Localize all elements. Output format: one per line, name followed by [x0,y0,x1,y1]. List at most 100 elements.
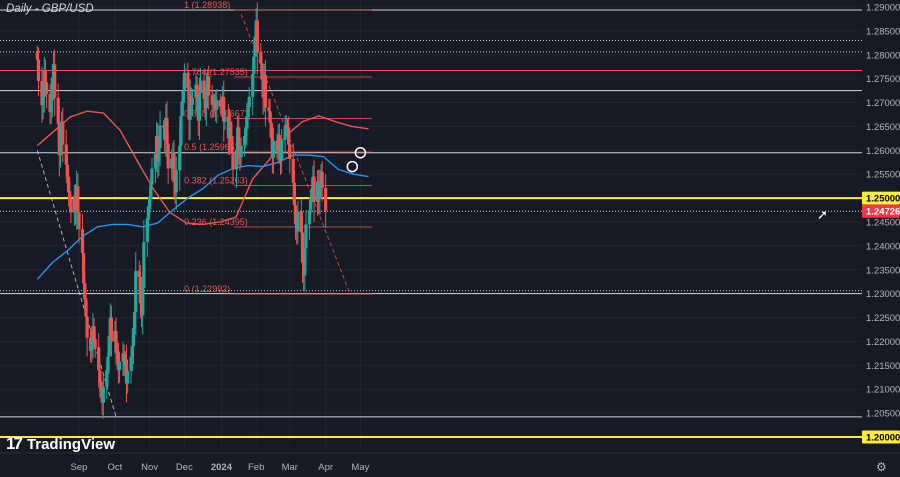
candle-body [255,20,259,52]
candle-body [80,229,85,254]
circle-marker[interactable] [346,160,359,173]
time-axis-label: May [351,462,369,473]
candle-body [277,135,281,150]
price-axis-label: 1.22000 [866,337,900,348]
candle-body [65,164,70,177]
candle-body [181,91,185,102]
candle-body [263,74,268,108]
candle-body [202,80,206,99]
candle-body [50,77,54,101]
candle-body [283,126,287,140]
candle-body [98,370,102,383]
candle-body [252,56,256,74]
time-axis-label: Sep [71,462,88,473]
candle-body [40,81,44,105]
tradingview-logo: 17 TradingView [6,434,115,454]
price-tag: 1.24726 [866,207,900,218]
candle-body [49,100,53,113]
candle-body [231,152,235,170]
candle-body [117,361,122,371]
time-axis-label: Feb [248,462,264,473]
candle-body [134,270,138,312]
candle-body [179,115,183,146]
candle-body [195,84,199,100]
time-axis[interactable]: Sep Oct Nov Dec 2024 Feb Mar Apr May [0,452,900,473]
candle-body [234,149,239,170]
candle-body [246,107,250,116]
candle-body [307,210,312,225]
gear-icon[interactable]: ⚙ [876,460,887,474]
candle-body [83,283,87,299]
candle-body [148,199,152,207]
candle-body [35,52,39,60]
price-tag-background [862,430,900,444]
trendline[interactable] [36,150,117,418]
price-axis-label: 1.24000 [866,241,900,252]
candle-body [310,188,314,201]
price-tag: 1.25000 [866,194,900,205]
candle-body [318,182,322,200]
candle-body [324,188,328,211]
moving-averages [36,110,369,280]
time-axis-label: Nov [141,462,158,473]
candle-body [90,342,94,351]
candle-body [223,116,227,122]
candle-body [68,192,72,200]
candle-body [76,186,80,213]
candles [35,2,328,419]
candle-body [66,176,71,193]
candle-body [237,127,241,149]
candle-body [36,59,41,82]
candle-body [145,218,149,243]
moving-average-line [36,110,369,226]
time-axis-label: Apr [318,462,333,473]
candle-body [186,72,190,89]
candle-body [197,93,202,121]
candle-body [84,298,88,317]
candle-body [267,107,271,112]
candle-body [259,51,263,64]
candle-body [64,144,68,165]
candle-body [190,97,195,105]
candle-body [172,152,176,182]
candle-body [269,122,273,137]
candle-body [41,96,45,105]
candle-body [61,121,65,145]
candle-body [153,154,158,169]
candle-body [42,70,46,97]
candle-body [114,330,118,349]
tradingview-logo-text: TradingView [26,435,116,453]
price-axis-label: 1.20500 [866,409,900,420]
candle-body [157,147,161,163]
candle-body [253,36,257,57]
moving-average-line [36,154,369,280]
candle-body [107,335,111,357]
candle-body [239,145,243,158]
candle-body [299,211,303,233]
price-axis-label: 1.23000 [866,289,900,300]
candle-body [268,111,272,123]
candle-body [210,95,214,105]
candle-body [229,121,233,136]
price-axis-label: 1.21000 [866,385,900,396]
candle-body [291,158,295,183]
candle-body [247,96,251,108]
circle-markers[interactable] [346,146,367,173]
candle-body [115,348,119,354]
candle-body [150,168,154,185]
tradingview-logo-icon: 17 [6,434,23,453]
circle-marker[interactable] [354,146,367,159]
candle-body [132,311,137,329]
candle-body [198,80,203,93]
price-axis-label: 1.27500 [866,74,900,85]
candle-body [149,184,153,200]
candle-body [245,115,249,129]
price-axis-label: 1.24500 [866,218,900,229]
candle-body [182,72,186,92]
candle-body [260,63,264,80]
candle-body [174,170,178,193]
candle-body [320,171,324,189]
candle-body [130,346,134,357]
candle-body [85,316,89,338]
